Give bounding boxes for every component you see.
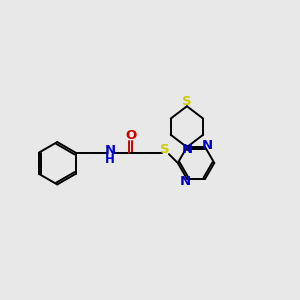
Text: H: H (105, 153, 115, 166)
Text: N: N (181, 143, 193, 156)
Text: N: N (104, 144, 116, 157)
Text: O: O (125, 129, 136, 142)
Text: N: N (180, 175, 191, 188)
Text: N: N (202, 139, 213, 152)
Text: S: S (182, 95, 192, 108)
Text: S: S (160, 143, 170, 156)
